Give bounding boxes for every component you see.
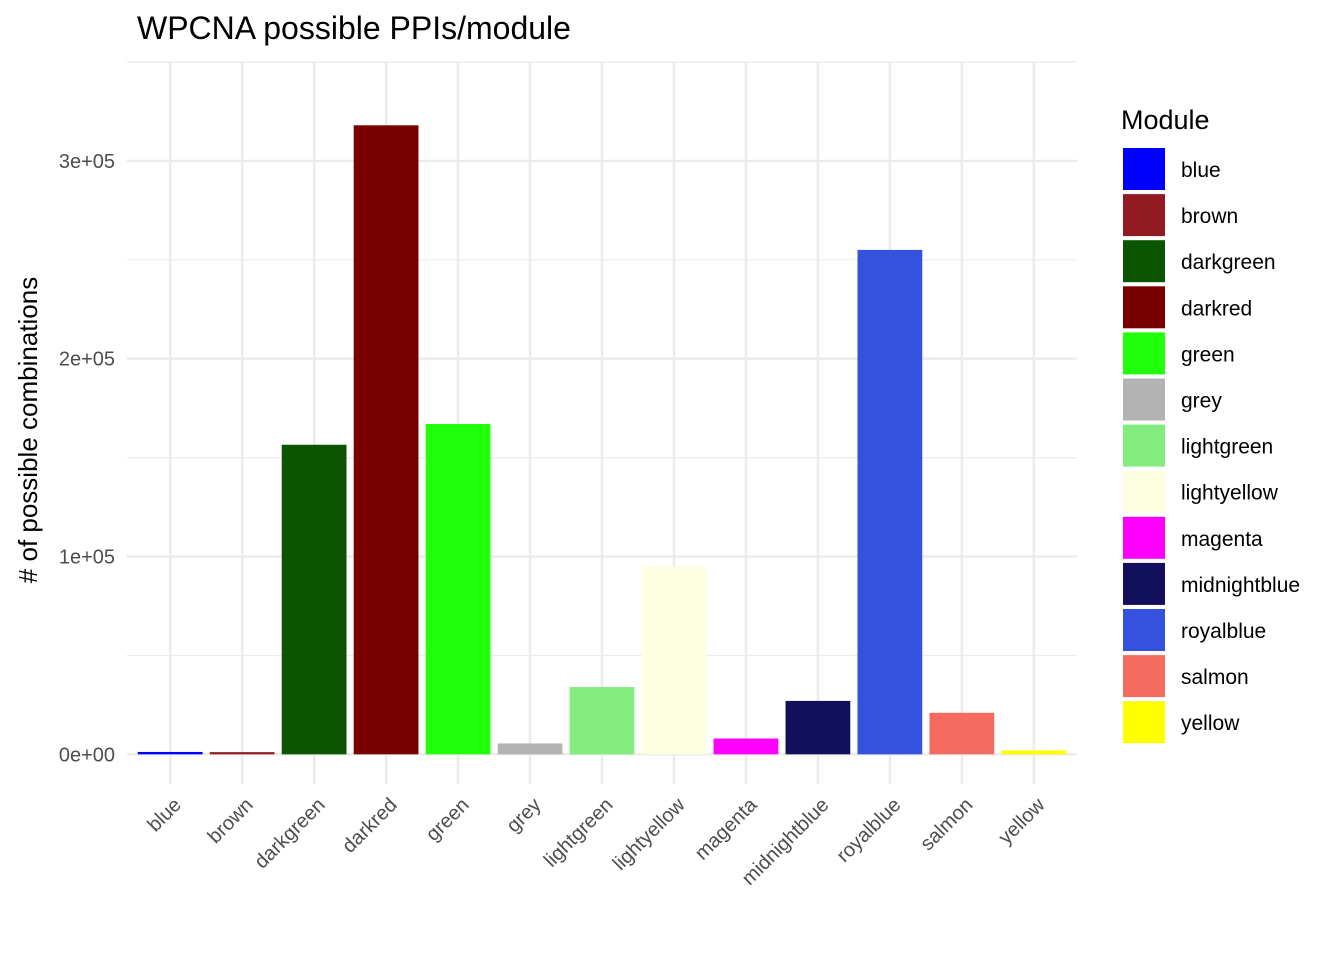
legend-key-blue <box>1123 148 1165 190</box>
bars <box>137 125 1067 755</box>
legend-title: Module <box>1121 105 1210 135</box>
legend-label: salmon <box>1181 666 1249 689</box>
legend-key-darkred <box>1123 286 1165 329</box>
bar-salmon <box>929 712 995 755</box>
legend-label: midnightblue <box>1181 574 1300 597</box>
x-tick-label: lightyellow <box>609 794 690 875</box>
legend-key-lightgreen <box>1123 424 1165 467</box>
bar-lightyellow <box>641 566 707 755</box>
bar-brown <box>209 752 275 755</box>
legend-label: green <box>1181 343 1235 366</box>
legend-key-brown <box>1123 194 1165 237</box>
legend-key-midnightblue <box>1123 562 1165 605</box>
legend-key-yellow <box>1123 701 1165 744</box>
y-tick-label: 3e+05 <box>59 151 115 173</box>
y-tick-label: 2e+05 <box>59 349 115 371</box>
bar-darkred <box>353 125 419 755</box>
x-tick-label: magenta <box>691 793 762 864</box>
legend-label: magenta <box>1181 528 1263 551</box>
x-tick-label: salmon <box>916 794 977 855</box>
legend-key-darkgreen <box>1123 240 1165 283</box>
y-tick-label: 0e+00 <box>59 744 115 766</box>
x-tick-label: green <box>422 794 474 846</box>
x-tick-label: darkred <box>338 794 402 858</box>
grid-lines <box>127 61 1077 784</box>
y-tick-label: 1e+05 <box>59 547 115 569</box>
legend-key-lightyellow <box>1123 470 1165 513</box>
x-tick-label: yellow <box>994 794 1049 849</box>
bar-grey <box>497 743 563 755</box>
legend-label: darkred <box>1181 297 1252 320</box>
legend-label: royalblue <box>1181 620 1266 643</box>
legend-label: grey <box>1181 390 1222 413</box>
bar-green <box>425 423 491 755</box>
legend-label: brown <box>1181 205 1238 228</box>
x-tick-label: grey <box>502 794 545 837</box>
y-axis-ticks: 0e+00 1e+05 2e+05 3e+05 <box>59 151 115 766</box>
legend-label: yellow <box>1181 712 1240 735</box>
x-tick-label: lightgreen <box>540 794 618 872</box>
bar-magenta <box>713 738 779 755</box>
bar-lightgreen <box>569 687 635 755</box>
legend-label: lightgreen <box>1181 436 1273 459</box>
x-tick-label: darkgreen <box>250 794 329 873</box>
legend-key-grey <box>1123 378 1165 421</box>
bar-royalblue <box>857 249 923 755</box>
chart-title: WPCNA possible PPIs/module <box>137 10 571 46</box>
legend: Module blue brown darkgreen darkred green gre… <box>1121 105 1300 744</box>
legend-key-royalblue <box>1123 609 1165 651</box>
legend-label: darkgreen <box>1181 251 1276 274</box>
y-axis-label: # of possible combinations <box>13 277 43 583</box>
legend-label: lightyellow <box>1181 482 1279 505</box>
legend-key-magenta <box>1123 516 1165 559</box>
x-tick-label: brown <box>204 794 258 848</box>
bar-blue <box>137 751 203 755</box>
bar-darkgreen <box>281 444 347 755</box>
x-tick-label: blue <box>143 794 185 836</box>
bar-yellow <box>1001 750 1067 755</box>
legend-key-salmon <box>1123 655 1165 698</box>
bar-midnightblue <box>785 700 851 755</box>
x-tick-label: royalblue <box>832 794 905 867</box>
legend-key-green <box>1123 332 1165 375</box>
legend-label: blue <box>1181 159 1221 182</box>
